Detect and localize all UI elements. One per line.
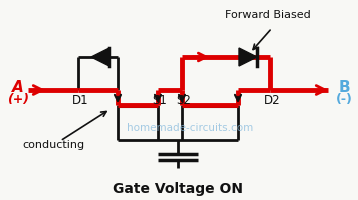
Text: D2: D2 [264,94,280,107]
Text: A: A [12,80,24,96]
Text: homemade-circuits.com: homemade-circuits.com [127,123,253,133]
Text: Forward Biased: Forward Biased [225,10,311,20]
Polygon shape [91,48,109,66]
Text: Gate Voltage ON: Gate Voltage ON [113,182,243,196]
Text: conducting: conducting [22,140,84,150]
Text: (+): (+) [7,94,29,106]
Text: S2: S2 [176,94,192,107]
Text: B: B [338,80,350,96]
Polygon shape [239,48,257,66]
Text: (-): (-) [335,94,352,106]
Text: S1: S1 [153,94,168,107]
Text: D1: D1 [72,94,88,107]
